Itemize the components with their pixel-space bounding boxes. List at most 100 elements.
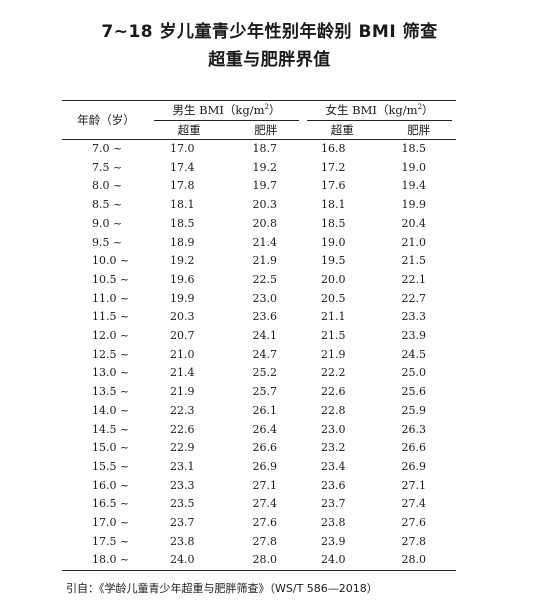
female-obese-cell: 19.4 bbox=[401, 179, 427, 193]
female-obese-cell: 26.9 bbox=[401, 459, 427, 473]
male-unit-close: ） bbox=[269, 103, 281, 117]
age-cell: 15.5 ~ bbox=[92, 459, 130, 473]
female-obese-cell: 23.3 bbox=[401, 310, 427, 324]
female-overweight-cell: 20.5 bbox=[321, 291, 346, 305]
female-overweight-cell: 23.2 bbox=[321, 441, 346, 455]
male-obese-cell: 21.4 bbox=[252, 235, 278, 249]
male-obese-cell: 25.7 bbox=[252, 385, 278, 399]
female-overweight-cell: 21.1 bbox=[321, 310, 346, 324]
female-obese-cell: 27.1 bbox=[401, 478, 427, 492]
male-overweight-cell: 18.1 bbox=[170, 198, 195, 212]
female-obese-cell: 25.9 bbox=[401, 403, 427, 417]
female-unit-superscript: 2 bbox=[417, 103, 423, 112]
male-overweight-cell: 23.7 bbox=[170, 516, 195, 530]
male-obese-cell: 21.9 bbox=[252, 254, 278, 268]
document-title-line-2: 超重与肥胖界值 bbox=[208, 50, 331, 70]
female-obese-cell: 27.4 bbox=[401, 497, 427, 511]
table-row: 13.5 ~ 21.9 25.7 22.6 25.6 bbox=[62, 383, 456, 402]
female-overweight-cell: 17.2 bbox=[321, 160, 346, 174]
male-overweight-cell: 22.6 bbox=[170, 422, 195, 436]
male-obese-cell: 22.5 bbox=[252, 272, 278, 286]
male-overweight-cell: 22.9 bbox=[170, 441, 195, 455]
table-row: 9.0 ~ 18.5 20.8 18.5 20.4 bbox=[62, 215, 456, 234]
male-overweight-cell: 20.3 bbox=[170, 310, 195, 324]
age-cell: 16.0 ~ bbox=[92, 478, 130, 492]
age-cell: 12.0 ~ bbox=[92, 329, 130, 343]
female-obese-cell: 21.0 bbox=[401, 235, 427, 249]
female-unit-close: ） bbox=[422, 103, 434, 117]
male-overweight-cell: 23.8 bbox=[170, 534, 195, 548]
age-cell: 13.0 ~ bbox=[92, 366, 130, 380]
male-overweight-cell: 21.0 bbox=[170, 347, 195, 361]
male-overweight-cell: 17.8 bbox=[170, 179, 195, 193]
table-row: 7.5 ~ 17.4 19.2 17.2 19.0 bbox=[62, 159, 456, 178]
female-bmi-header-text: 女生 BMI（kg/m bbox=[325, 103, 418, 117]
male-overweight-cell: 20.7 bbox=[170, 329, 195, 343]
age-cell: 7.5 ~ bbox=[92, 160, 123, 174]
male-overweight-cell: 22.3 bbox=[170, 403, 195, 417]
table-row: 15.0 ~ 22.9 26.6 23.2 26.6 bbox=[62, 439, 456, 458]
female-obese-cell: 23.9 bbox=[401, 329, 427, 343]
female-obese-header: 肥胖 bbox=[407, 123, 431, 137]
male-overweight-cell: 21.4 bbox=[170, 366, 195, 380]
age-cell: 10.0 ~ bbox=[92, 254, 130, 268]
male-obese-cell: 23.6 bbox=[252, 310, 278, 324]
female-obese-cell: 27.8 bbox=[401, 534, 427, 548]
age-cell: 9.0 ~ bbox=[92, 216, 123, 230]
table-row: 11.0 ~ 19.9 23.0 20.5 22.7 bbox=[62, 290, 456, 309]
female-obese-cell: 18.5 bbox=[379, 138, 457, 159]
female-obese-cell: 25.0 bbox=[401, 366, 427, 380]
male-overweight-cell: 24.0 bbox=[150, 551, 227, 572]
table-row: 16.5 ~ 23.5 27.4 23.7 27.4 bbox=[62, 495, 456, 514]
male-overweight-cell: 21.9 bbox=[170, 385, 195, 399]
male-obese-cell: 27.6 bbox=[252, 516, 278, 530]
male-overweight-cell: 23.3 bbox=[170, 478, 195, 492]
male-obese-cell: 27.8 bbox=[252, 534, 278, 548]
female-obese-cell: 26.6 bbox=[401, 441, 427, 455]
table-row: 10.5 ~ 19.6 22.5 20.0 22.1 bbox=[62, 271, 456, 290]
age-cell: 8.0 ~ bbox=[92, 179, 123, 193]
male-obese-cell: 25.2 bbox=[252, 366, 278, 380]
female-obese-cell: 24.5 bbox=[401, 347, 427, 361]
male-obese-cell: 20.3 bbox=[252, 198, 278, 212]
female-obese-cell: 28.0 bbox=[379, 551, 457, 572]
male-bmi-header: 男生 BMI（kg/m2） bbox=[150, 100, 304, 121]
male-obese-cell: 23.0 bbox=[252, 291, 278, 305]
table-row: 12.5 ~ 21.0 24.7 21.9 24.5 bbox=[62, 346, 456, 365]
age-cell: 12.5 ~ bbox=[92, 347, 130, 361]
male-bmi-header-text: 男生 BMI（kg/m bbox=[172, 103, 265, 117]
female-overweight-cell: 17.6 bbox=[321, 179, 346, 193]
female-overweight-cell: 19.0 bbox=[321, 235, 346, 249]
age-cell: 18.0 ~ bbox=[62, 551, 150, 572]
male-obese-cell: 24.1 bbox=[252, 329, 278, 343]
age-cell: 14.0 ~ bbox=[92, 403, 130, 417]
table-row: 17.0 ~ 23.7 27.6 23.8 27.6 bbox=[62, 514, 456, 533]
age-cell: 17.0 ~ bbox=[92, 516, 130, 530]
female-overweight-cell: 24.0 bbox=[303, 551, 380, 572]
female-overweight-cell: 16.8 bbox=[303, 138, 380, 159]
age-cell: 8.5 ~ bbox=[92, 198, 123, 212]
male-overweight-cell: 19.9 bbox=[170, 291, 195, 305]
male-overweight-cell: 19.6 bbox=[170, 272, 195, 286]
female-overweight-cell: 21.9 bbox=[321, 347, 346, 361]
source-citation: 引自：《学龄儿童青少年超重与肥胖筛查》（WS/T 586—2018） bbox=[66, 582, 378, 595]
male-overweight-cell: 23.1 bbox=[170, 459, 195, 473]
male-overweight-cell: 17.0 bbox=[150, 138, 227, 159]
age-cell: 14.5 ~ bbox=[92, 422, 130, 436]
female-obese-cell: 19.9 bbox=[401, 198, 427, 212]
female-overweight-cell: 22.2 bbox=[321, 366, 346, 380]
male-overweight-cell: 18.5 bbox=[170, 216, 195, 230]
male-overweight-header: 超重 bbox=[177, 123, 201, 137]
age-cell: 10.5 ~ bbox=[92, 272, 130, 286]
male-obese-cell: 19.7 bbox=[252, 179, 278, 193]
male-obese-cell: 26.6 bbox=[252, 441, 278, 455]
female-obese-cell: 19.0 bbox=[401, 160, 427, 174]
table-row: 7.0 ~17.0 18.7 16.8 18.5 bbox=[62, 138, 457, 159]
male-unit-superscript: 2 bbox=[264, 103, 270, 112]
male-obese-cell: 26.4 bbox=[252, 422, 278, 436]
female-obese-cell: 21.5 bbox=[401, 254, 427, 268]
female-overweight-cell: 23.6 bbox=[321, 478, 346, 492]
age-cell: 11.5 ~ bbox=[92, 310, 130, 324]
age-cell: 13.5 ~ bbox=[92, 385, 130, 399]
age-cell: 9.5 ~ bbox=[92, 235, 123, 249]
